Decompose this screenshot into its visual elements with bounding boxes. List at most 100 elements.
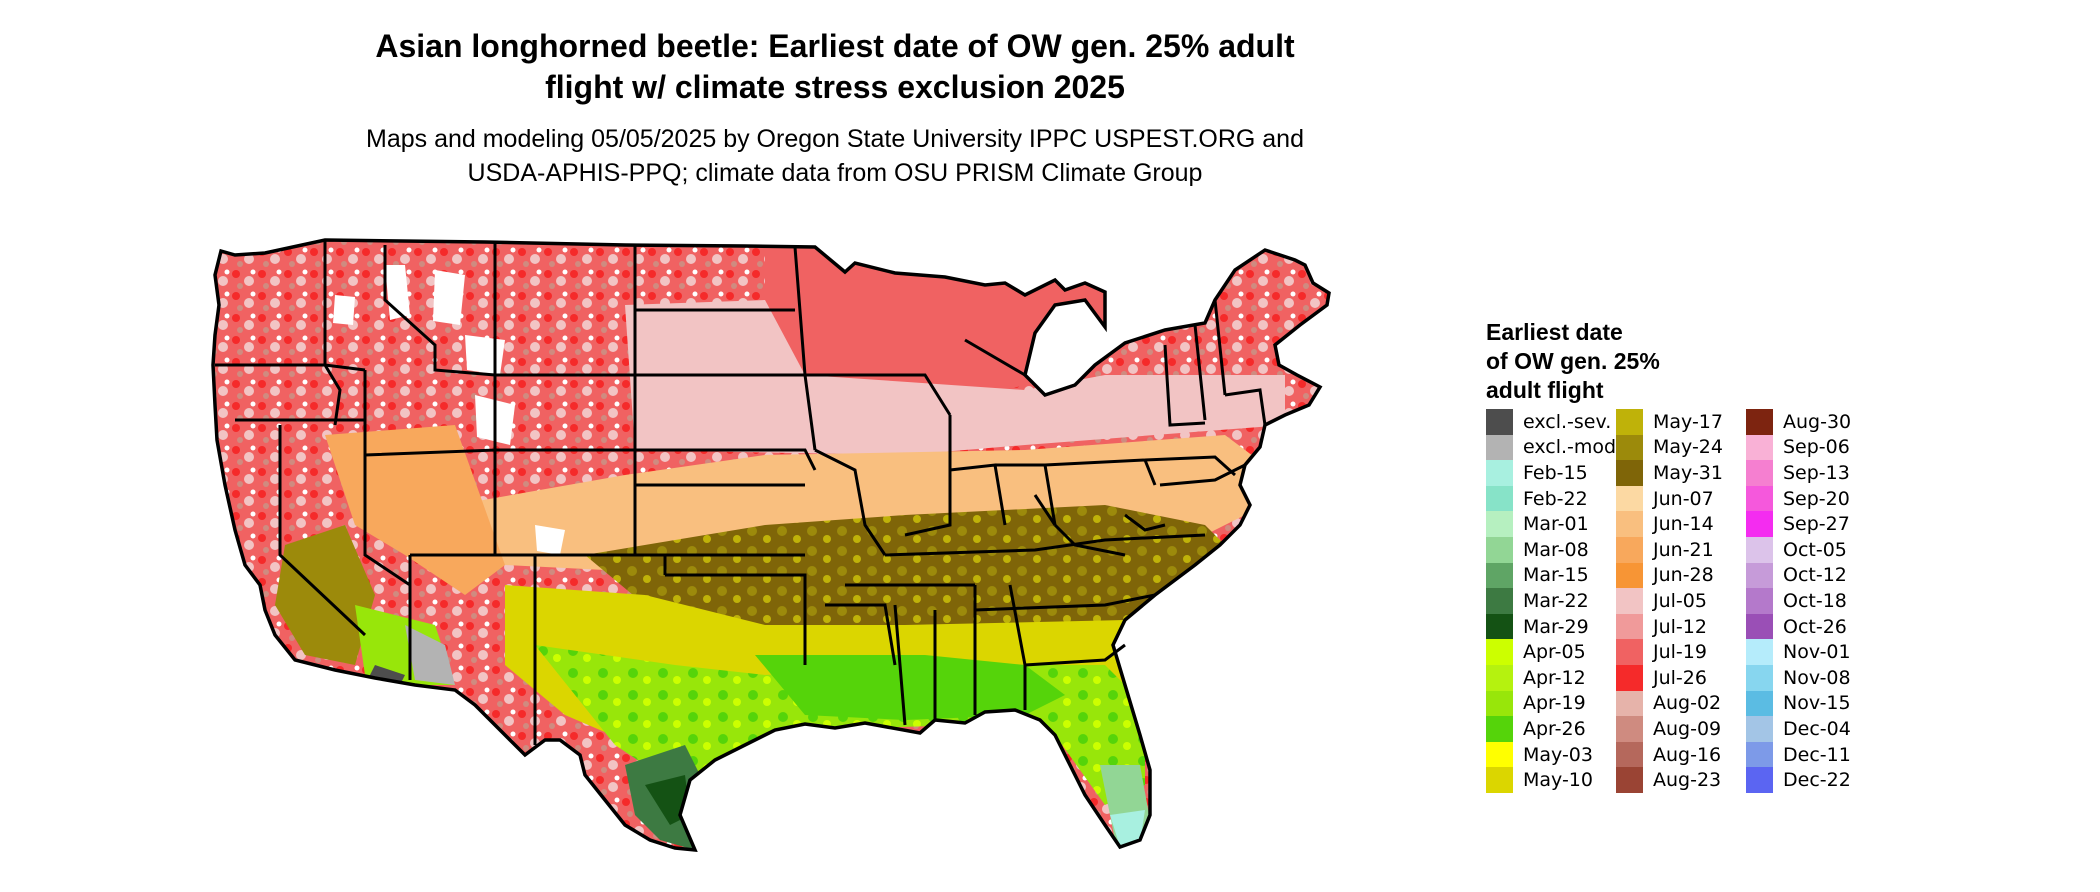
map-subtitle-line-1: Maps and modeling 05/05/2025 by Oregon S… <box>366 125 1304 153</box>
region-florida-keys <box>1110 810 1145 847</box>
legend-label: Jul-19 <box>1653 641 1707 664</box>
us-map <box>205 225 1395 892</box>
legend-column: excl.-sev. excl.-mod. Feb-15 Feb-22 Mar-01 Ma… <box>1486 409 1622 793</box>
region-deep-south-green <box>755 655 1065 720</box>
us-map-svg <box>211 238 1331 853</box>
legend-swatch <box>1486 562 1513 589</box>
legend-swatch <box>1616 741 1643 768</box>
region-upper-midwest <box>765 245 1105 395</box>
legend-label: Aug-23 <box>1653 769 1722 792</box>
region-texas-coast-darkgreen <box>645 775 690 825</box>
legend-item: Oct-18 <box>1746 588 1876 614</box>
legend-swatch <box>1616 767 1643 793</box>
legend-label: Jul-05 <box>1653 589 1707 612</box>
legend-title-line-2: of OW gen. 25% <box>1486 348 1660 374</box>
legend-label: Sep-27 <box>1783 513 1850 536</box>
legend-item: Oct-26 <box>1746 613 1876 640</box>
legend-item: Mar-01 <box>1486 511 1616 537</box>
legend-item: Feb-22 <box>1486 485 1616 512</box>
legend-swatch <box>1486 664 1513 691</box>
legend-label: Nov-15 <box>1783 692 1851 715</box>
legend-item: Apr-19 <box>1486 690 1616 717</box>
legend-label: Nov-08 <box>1783 666 1851 689</box>
legend-item: Apr-12 <box>1486 664 1616 691</box>
legend-item: Mar-29 <box>1486 613 1616 640</box>
map-subtitle: Maps and modeling 05/05/2025 by Oregon S… <box>230 122 1440 190</box>
legend-swatch <box>1616 690 1643 717</box>
legend-item: Oct-05 <box>1746 536 1876 563</box>
map-title: Asian longhorned beetle: Earliest date o… <box>230 26 1440 108</box>
legend-swatch <box>1746 741 1773 768</box>
legend-swatch <box>1486 409 1513 435</box>
region-west-orange <box>325 425 505 595</box>
legend-swatch <box>1746 460 1773 486</box>
legend-label: Apr-05 <box>1523 641 1586 664</box>
legend-swatch <box>1746 639 1773 665</box>
map-title-line-1: Asian longhorned beetle: Earliest date o… <box>375 28 1295 64</box>
legend-swatch <box>1746 613 1773 640</box>
legend-swatch <box>1616 613 1643 640</box>
legend-label: Mar-29 <box>1523 615 1589 638</box>
legend-columns: excl.-sev. excl.-mod. Feb-15 Feb-22 Mar-01 Ma… <box>1486 409 1876 793</box>
legend-label: Apr-12 <box>1523 666 1586 689</box>
legend-label: Apr-26 <box>1523 717 1586 740</box>
legend-item: May-24 <box>1616 434 1746 461</box>
region-california-valley <box>275 525 375 665</box>
legend-swatch <box>1746 690 1773 717</box>
legend-label: May-31 <box>1653 461 1723 484</box>
legend-item: Aug-09 <box>1616 716 1746 742</box>
legend-swatch <box>1616 639 1643 665</box>
legend-column: Aug-30 Sep-06 Sep-13 Sep-20 Sep-27 Oct-05 Oct-… <box>1746 409 1876 793</box>
legend-swatch <box>1486 716 1513 742</box>
legend-label: excl.-sev. <box>1523 410 1612 433</box>
legend-item: Jun-28 <box>1616 562 1746 589</box>
legend-item: Mar-08 <box>1486 536 1616 563</box>
legend-swatch <box>1616 562 1643 589</box>
legend: Earliest date of OW gen. 25% adult fligh… <box>1486 318 1926 798</box>
map-subtitle-line-2: USDA-APHIS-PPQ; climate data from OSU PR… <box>467 159 1203 187</box>
legend-label: Oct-26 <box>1783 615 1847 638</box>
map-title-line-2: flight w/ climate stress exclusion 2025 <box>545 69 1125 105</box>
legend-column: May-17 May-24 May-31 Jun-07 Jun-14 Jun-21 Jun-… <box>1616 409 1746 793</box>
legend-swatch <box>1746 588 1773 614</box>
legend-swatch <box>1486 690 1513 717</box>
legend-item: Jun-07 <box>1616 485 1746 512</box>
legend-label: Feb-22 <box>1523 487 1588 510</box>
legend-swatch <box>1616 588 1643 614</box>
legend-swatch <box>1746 716 1773 742</box>
legend-label: May-17 <box>1653 410 1723 433</box>
region-northern-plains-pink <box>625 300 1285 455</box>
legend-swatch <box>1486 639 1513 665</box>
legend-item: May-10 <box>1486 767 1616 793</box>
legend-item: Mar-22 <box>1486 588 1616 614</box>
legend-label: Sep-20 <box>1783 487 1850 510</box>
legend-item: Aug-16 <box>1616 741 1746 768</box>
legend-swatch <box>1486 613 1513 640</box>
legend-label: Aug-09 <box>1653 717 1722 740</box>
legend-label: Aug-30 <box>1783 410 1852 433</box>
legend-label: Dec-11 <box>1783 743 1851 766</box>
legend-swatch <box>1746 434 1773 461</box>
legend-label: Jul-26 <box>1653 666 1707 689</box>
legend-label: Sep-13 <box>1783 461 1850 484</box>
legend-item: Apr-26 <box>1486 716 1616 742</box>
legend-item: May-17 <box>1616 409 1746 435</box>
legend-label: Oct-05 <box>1783 538 1847 561</box>
legend-swatch <box>1486 434 1513 461</box>
legend-label: Dec-04 <box>1783 717 1851 740</box>
region-midsouth-olive <box>585 505 1235 635</box>
legend-label: Jun-07 <box>1653 487 1714 510</box>
legend-swatch <box>1746 485 1773 512</box>
legend-swatch <box>1746 536 1773 563</box>
legend-item: excl.-mod. <box>1486 434 1622 461</box>
legend-swatch <box>1486 767 1513 793</box>
legend-item: Oct-12 <box>1746 562 1876 589</box>
legend-item: Dec-11 <box>1746 741 1876 768</box>
legend-label: May-24 <box>1653 436 1723 459</box>
legend-swatch <box>1746 409 1773 435</box>
legend-item: Mar-15 <box>1486 562 1616 589</box>
state-boundaries <box>211 238 1331 853</box>
legend-swatch <box>1616 460 1643 486</box>
legend-swatch <box>1616 409 1643 435</box>
legend-label: Jul-12 <box>1653 615 1707 638</box>
